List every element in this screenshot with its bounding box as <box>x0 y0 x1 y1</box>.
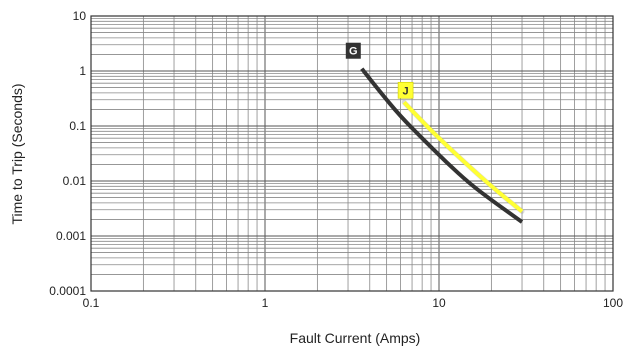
series-g-label: G <box>349 46 358 58</box>
x-tick-label: 100 <box>603 296 623 310</box>
tick-labels: 0.1 1 10 100 10 1 0.1 0.01 0.001 0.0001 <box>49 9 623 310</box>
plot-frame <box>90 15 614 292</box>
series-g-label-badge <box>345 42 361 59</box>
y-tick-label: 0.001 <box>56 229 86 243</box>
chart-grid <box>90 16 613 292</box>
series-j-label: J <box>403 85 409 97</box>
x-axis-title: Fault Current (Amps) <box>290 330 421 346</box>
plot-border <box>90 15 614 292</box>
series-j-label-badge <box>397 81 414 99</box>
y-tick-label: 1 <box>79 64 86 78</box>
x-tick-label: 0.1 <box>83 296 100 310</box>
series-layer: JG <box>345 42 525 224</box>
series-g-line <box>360 67 524 224</box>
series-j-line <box>402 100 524 213</box>
y-tick-label: 0.0001 <box>49 284 86 298</box>
x-tick-label: 1 <box>262 296 269 310</box>
y-tick-label: 0.01 <box>63 174 87 188</box>
y-tick-label: 0.1 <box>69 119 86 133</box>
y-tick-label: 10 <box>73 9 87 23</box>
x-tick-label: 10 <box>432 296 446 310</box>
y-axis-title: Time to Trip (Seconds) <box>9 83 25 224</box>
